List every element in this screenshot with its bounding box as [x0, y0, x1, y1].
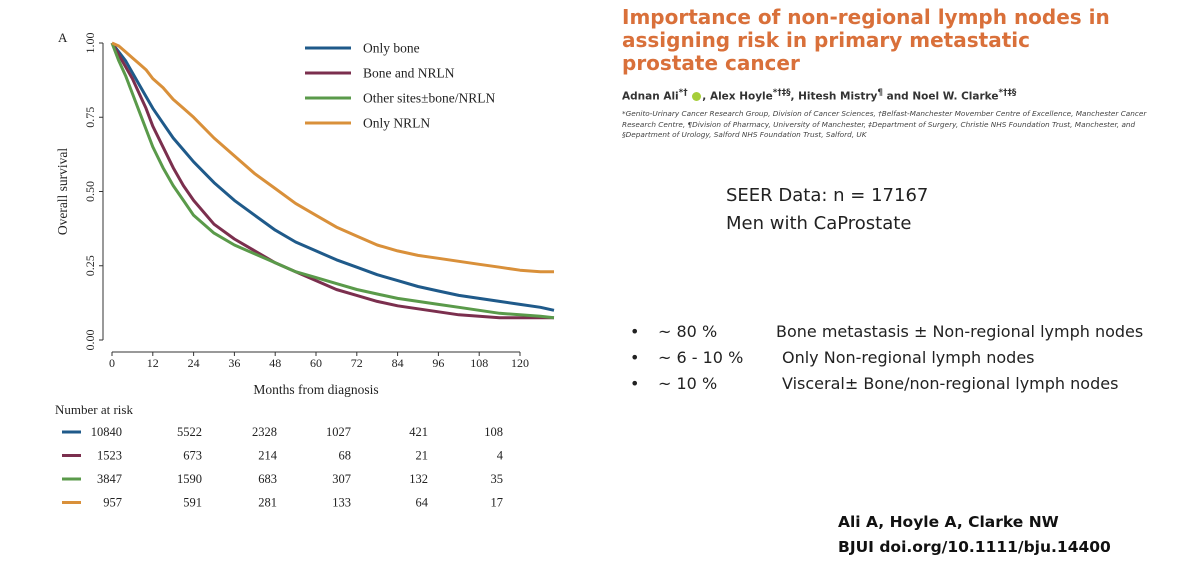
risk-table-cell: 68: [339, 449, 352, 463]
citation-line-1: Ali A, Hoyle A, Clarke NW: [838, 513, 1059, 531]
risk-table-cell: 21: [416, 449, 429, 463]
risk-table-cell: 281: [258, 496, 277, 510]
x-tick-label: 48: [269, 356, 281, 370]
x-tick-label: 72: [351, 356, 363, 370]
x-tick-label: 24: [188, 356, 200, 370]
paper-title: Importance of non-regional lymph nodes i…: [622, 5, 1110, 75]
x-tick-label: 120: [511, 356, 529, 370]
risk-table-cell: 673: [183, 449, 202, 463]
risk-table-cell: 3847: [97, 472, 122, 486]
risk-table-cell: 2328: [252, 425, 277, 439]
risk-table-cell: 421: [409, 425, 428, 439]
bullet-percent: ~ 10 %: [658, 374, 718, 393]
x-tick-label: 0: [109, 356, 115, 370]
orcid-icon: [692, 91, 702, 101]
legend-label: Other sites±bone/NRLN: [363, 91, 496, 106]
legend-label: Only bone: [363, 41, 420, 56]
risk-table-title: Number at risk: [55, 402, 133, 417]
bullet-percent: ~ 80 %: [658, 322, 718, 341]
legend-label: Bone and NRLN: [363, 66, 455, 81]
y-tick-label: 0.50: [83, 181, 97, 202]
bullet-dot: •: [630, 348, 640, 367]
x-tick-label: 12: [147, 356, 159, 370]
series-line: [111, 41, 554, 274]
risk-table-cell: 133: [332, 496, 351, 510]
risk-table-cell: 1590: [177, 472, 202, 486]
survival-chart: A 0.00 0.25 0.50 0.75 1.00 Overall survival 0 12…: [55, 30, 555, 510]
risk-table-cell: 4: [497, 449, 504, 463]
seer-line-1: SEER Data: n = 17167: [726, 185, 929, 206]
affiliations: *Genito-Urinary Cancer Research Group, D…: [622, 109, 1147, 140]
y-tick-label: 1.00: [83, 33, 97, 54]
risk-table-cell: 683: [258, 472, 277, 486]
risk-table-cell: 1523: [97, 449, 122, 463]
author-name: Hitesh Mistry: [798, 90, 878, 103]
risk-table-cell: 10840: [91, 425, 122, 439]
risk-table-cell: 17: [491, 496, 504, 510]
bullet-text: Bone metastasis ± Non-regional lymph nod…: [776, 322, 1144, 341]
x-tick-label: 84: [392, 356, 404, 370]
bullet-text: Only Non-regional lymph nodes: [782, 348, 1035, 367]
author-name: Noel W. Clarke: [912, 90, 999, 103]
risk-table-cell: 132: [409, 472, 428, 486]
risk-table-cell: 1027: [326, 425, 351, 439]
seer-line-2: Men with CaProstate: [726, 213, 912, 234]
series-line: [110, 42, 554, 320]
legend-label: Only NRLN: [363, 116, 430, 131]
y-axis-label: Overall survival: [55, 148, 70, 236]
citation: Ali A, Hoyle A, Clarke NW BJUI doi.org/1…: [838, 510, 1111, 560]
seer-summary: SEER Data: n = 17167 Men with CaProstate: [726, 182, 928, 238]
bullet-percent: ~ 6 - 10 %: [658, 348, 744, 367]
y-tick-label: 0.25: [83, 255, 97, 276]
y-tick-label: 0.00: [83, 330, 97, 351]
citation-line-2: BJUI doi.org/10.1111/bju.14400: [838, 538, 1111, 556]
x-axis-label: Months from diagnosis: [253, 382, 378, 397]
risk-table-cell: 307: [332, 472, 351, 486]
risk-table-cell: 957: [103, 496, 122, 510]
risk-table-cell: 5522: [177, 425, 202, 439]
x-tick-label: 108: [470, 356, 488, 370]
author-sup: *†‡§: [772, 88, 791, 98]
series-line: [110, 42, 555, 320]
y-tick-label: 0.75: [83, 107, 97, 128]
risk-table-cell: 64: [416, 496, 429, 510]
x-tick-label: 36: [228, 356, 240, 370]
series-line: [110, 42, 555, 312]
author-name: Adnan Ali: [622, 90, 679, 103]
risk-table-cell: 214: [258, 449, 278, 463]
x-tick-label: 60: [310, 356, 322, 370]
panel-label: A: [58, 30, 68, 45]
risk-table-cell: 35: [491, 472, 504, 486]
bullet-dot: •: [630, 322, 640, 341]
author-list: Adnan Ali*† , Alex Hoyle*†‡§, Hitesh Mis…: [622, 88, 1017, 103]
risk-table-cell: 108: [484, 425, 503, 439]
author-sup: *†‡§: [998, 88, 1017, 98]
author-sup: *†: [678, 88, 688, 98]
x-tick-label: 96: [432, 356, 444, 370]
author-name: Alex Hoyle: [709, 90, 773, 103]
risk-table-cell: 591: [183, 496, 202, 510]
author-sup: ¶: [877, 88, 883, 98]
bullet-text: Visceral± Bone/non-regional lymph nodes: [782, 374, 1119, 393]
bullet-dot: •: [630, 374, 640, 393]
